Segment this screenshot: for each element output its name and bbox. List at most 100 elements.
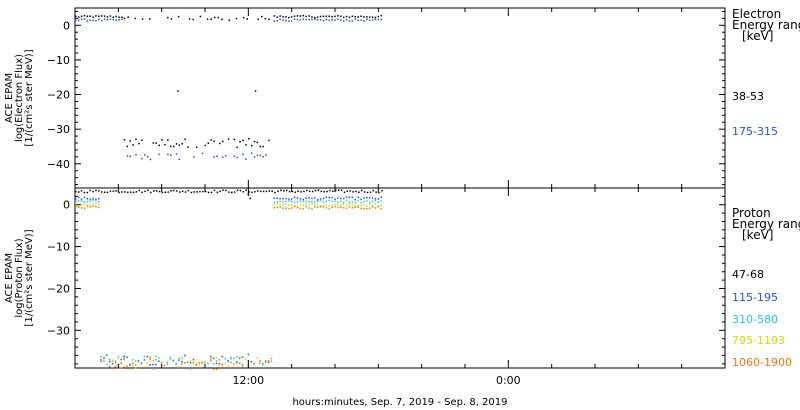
data-point <box>280 189 282 192</box>
data-point <box>143 359 146 361</box>
data-point <box>141 157 143 160</box>
data-point <box>276 201 278 203</box>
data-point <box>334 198 336 200</box>
data-point <box>299 19 302 21</box>
data-point <box>290 198 293 200</box>
data-point <box>170 154 172 156</box>
data-point <box>285 197 287 200</box>
data-point <box>152 359 154 362</box>
data-point <box>302 18 304 20</box>
data-point <box>319 199 322 202</box>
proton-y-axis-label: ACE EPAM <box>4 253 15 303</box>
data-point <box>123 365 125 368</box>
data-point <box>144 190 146 193</box>
electron-y-tick-label: −30 <box>47 123 70 136</box>
data-point <box>132 359 134 361</box>
data-point <box>337 206 339 209</box>
data-point <box>198 364 200 366</box>
data-point <box>342 20 345 22</box>
data-point <box>308 207 310 209</box>
data-point <box>236 362 238 364</box>
data-point <box>175 143 178 145</box>
data-point <box>98 15 100 17</box>
data-point <box>111 359 114 361</box>
data-point <box>262 190 265 193</box>
data-point <box>311 202 313 205</box>
data-point <box>305 197 307 199</box>
data-point <box>118 191 120 194</box>
electron-legend-title: Energy range <box>732 18 800 32</box>
data-point <box>337 197 339 199</box>
data-point <box>222 140 224 143</box>
data-point <box>329 189 331 192</box>
data-point <box>221 364 224 367</box>
data-point <box>311 201 313 203</box>
data-point <box>101 19 103 22</box>
data-point <box>299 15 302 17</box>
data-point <box>351 207 354 209</box>
data-point <box>152 368 154 370</box>
data-point <box>218 359 221 361</box>
data-point <box>187 189 190 192</box>
proton-panel: 0 −10 −20 −30 ACE EPAM log(Proton Flux) [1/(cm… <box>4 187 800 371</box>
x-axis-label: hours:minutes, Sep. 7, 2019 - Sep. 8, 20… <box>292 397 507 408</box>
data-point <box>273 20 276 22</box>
data-point <box>337 201 339 204</box>
data-point <box>245 189 247 191</box>
data-point <box>369 191 372 193</box>
outlier-point <box>249 197 251 200</box>
data-point <box>212 363 215 365</box>
data-point <box>207 362 209 364</box>
data-point <box>111 363 114 365</box>
data-point <box>256 141 259 144</box>
data-point <box>115 19 117 21</box>
data-point <box>334 19 336 21</box>
data-point <box>357 16 359 18</box>
data-point <box>225 189 227 192</box>
data-point <box>188 18 191 20</box>
data-point <box>123 357 125 359</box>
data-point <box>371 197 374 199</box>
data-point <box>380 200 382 202</box>
data-point <box>86 191 89 194</box>
data-point <box>155 363 157 366</box>
data-point <box>83 14 86 17</box>
electron-series-38-53 <box>75 14 382 148</box>
data-point <box>366 191 369 194</box>
data-point <box>349 190 351 192</box>
data-point <box>221 355 224 358</box>
data-point <box>238 362 241 364</box>
data-point <box>288 20 290 22</box>
data-point <box>138 189 141 192</box>
data-point <box>101 15 103 17</box>
data-point <box>357 205 359 207</box>
data-point <box>124 191 126 193</box>
data-point <box>276 203 278 205</box>
data-point <box>351 15 354 17</box>
data-point <box>170 145 172 148</box>
data-point <box>345 207 348 210</box>
data-point <box>98 198 100 200</box>
data-point <box>296 15 299 17</box>
data-point <box>261 15 263 18</box>
electron-legend-title: [keV] <box>742 29 773 43</box>
data-point <box>77 19 80 22</box>
data-point <box>155 358 157 361</box>
data-point <box>302 198 304 201</box>
data-point <box>372 189 375 192</box>
outlier-point <box>254 90 257 92</box>
data-point <box>95 189 97 192</box>
data-point <box>348 16 351 18</box>
data-point <box>242 191 245 193</box>
data-point <box>89 19 91 21</box>
data-point <box>340 19 342 21</box>
data-point <box>129 140 131 142</box>
electron-legend-title: Electron <box>732 7 781 21</box>
data-point <box>75 15 77 18</box>
data-point <box>123 358 125 361</box>
data-point <box>345 19 348 21</box>
data-point <box>357 19 359 22</box>
data-point <box>246 18 248 20</box>
data-point <box>161 139 163 141</box>
data-point <box>146 355 148 358</box>
